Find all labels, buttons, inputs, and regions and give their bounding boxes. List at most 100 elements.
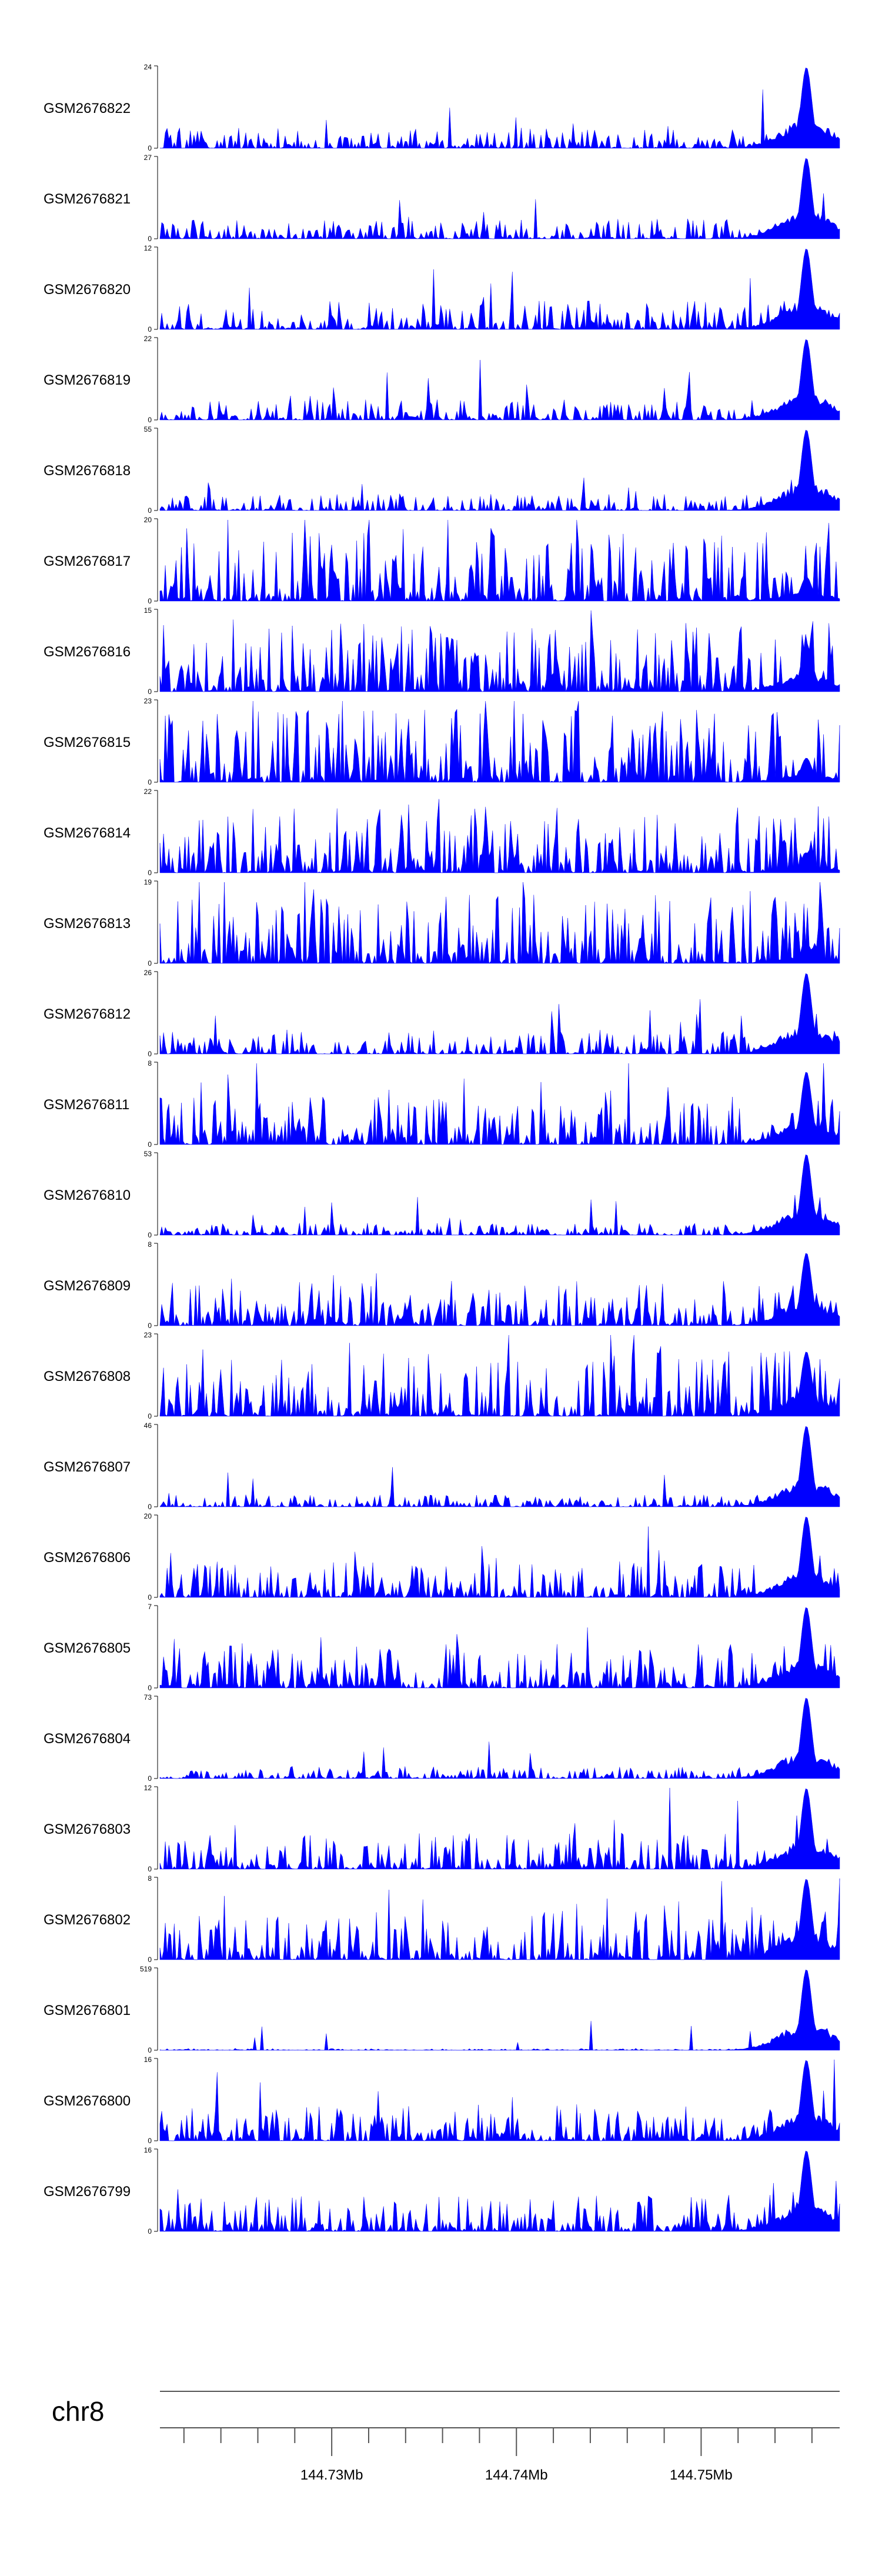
y-tick-label-max: 19 <box>144 878 152 886</box>
track-GSM2676809: GSM2676809 8 0 <box>44 1240 840 1330</box>
track-GSM2676817: GSM2676817 20 0 <box>44 516 840 605</box>
signal-area <box>159 1516 840 1598</box>
track-GSM2676801: GSM2676801 519 0 <box>44 1965 840 2054</box>
y-tick-label-min: 0 <box>148 1593 152 1601</box>
signal-area <box>159 973 840 1055</box>
signal-area <box>159 1878 840 1960</box>
track-label: GSM2676821 <box>44 191 131 207</box>
track-GSM2676821: GSM2676821 27 0 <box>44 154 840 243</box>
track-GSM2676804: GSM2676804 73 0 <box>44 1693 840 1783</box>
track-GSM2676812: GSM2676812 26 0 <box>44 969 840 1058</box>
signal-area <box>159 610 840 692</box>
y-tick-label-min: 0 <box>148 2046 152 2054</box>
signal-area <box>159 882 840 964</box>
track-GSM2676799: GSM2676799 16 0 <box>44 2146 840 2235</box>
y-tick-label-min: 0 <box>148 1684 152 1692</box>
y-tick-label-max: 20 <box>144 1512 152 1520</box>
track-label: GSM2676809 <box>44 1278 131 1294</box>
track-label: GSM2676820 <box>44 282 131 298</box>
y-tick-label-max: 8 <box>148 1874 152 1883</box>
signal-area <box>159 2059 840 2141</box>
y-tick-label-min: 0 <box>148 144 152 152</box>
y-tick-label-min: 0 <box>148 1865 152 1873</box>
track-GSM2676811: GSM2676811 8 0 <box>44 1059 840 1149</box>
signal-area <box>159 1969 840 2051</box>
signal-area <box>159 158 840 239</box>
y-tick-label-min: 0 <box>148 2137 152 2145</box>
y-tick-label-min: 0 <box>148 869 152 877</box>
track-label: GSM2676804 <box>44 1731 131 1747</box>
y-tick-label-min: 0 <box>148 506 152 515</box>
signal-area <box>159 1063 840 1145</box>
signal-area <box>159 519 840 602</box>
y-tick-label-max: 53 <box>144 1150 152 1158</box>
signal-area <box>159 429 840 511</box>
y-tick-label-max: 24 <box>144 63 152 71</box>
track-GSM2676800: GSM2676800 16 0 <box>44 2056 840 2145</box>
signal-area <box>159 1426 840 1507</box>
track-label: GSM2676822 <box>44 101 131 116</box>
y-tick-label-max: 22 <box>144 788 152 796</box>
signal-area <box>159 1334 840 1417</box>
track-label: GSM2676818 <box>44 463 131 479</box>
signal-area <box>159 1253 840 1326</box>
signal-area <box>159 248 840 330</box>
y-tick-label-min: 0 <box>148 1956 152 1964</box>
track-label: GSM2676816 <box>44 644 131 660</box>
track-label: GSM2676806 <box>44 1550 131 1566</box>
y-tick-label-min: 0 <box>148 2227 152 2235</box>
y-tick-label-max: 519 <box>140 1965 152 1973</box>
track-GSM2676819: GSM2676819 22 0 <box>44 335 840 424</box>
track-GSM2676818: GSM2676818 55 0 <box>44 425 840 515</box>
axis-tick-label: 144.74Mb <box>485 2467 548 2483</box>
y-tick-label-min: 0 <box>148 235 152 243</box>
signal-area <box>159 700 840 783</box>
y-tick-label-max: 7 <box>148 1603 152 1611</box>
track-GSM2676822: GSM2676822 24 0 <box>44 63 840 152</box>
y-tick-label-min: 0 <box>148 1322 152 1330</box>
y-tick-label-max: 15 <box>144 606 152 615</box>
signal-area <box>159 2150 840 2232</box>
y-tick-label-max: 22 <box>144 335 152 343</box>
track-GSM2676803: GSM2676803 12 0 <box>44 1784 840 1873</box>
signal-area <box>159 1787 840 1870</box>
y-tick-label-max: 46 <box>144 1422 152 1430</box>
track-label: GSM2676807 <box>44 1459 131 1475</box>
y-tick-label-max: 8 <box>148 1240 152 1249</box>
y-tick-label-min: 0 <box>148 1140 152 1149</box>
signal-area <box>159 1697 840 1779</box>
track-GSM2676816: GSM2676816 15 0 <box>44 606 840 696</box>
y-tick-label-min: 0 <box>148 416 152 424</box>
y-tick-label-max: 16 <box>144 2146 152 2154</box>
track-label: GSM2676801 <box>44 2003 131 2018</box>
signal-area <box>159 339 840 421</box>
track-GSM2676820: GSM2676820 12 0 <box>44 244 840 333</box>
axis-tick-label: 144.73Mb <box>300 2467 363 2483</box>
track-label: GSM2676808 <box>44 1369 131 1384</box>
track-label: GSM2676800 <box>44 2093 131 2109</box>
track-GSM2676805: GSM2676805 7 0 <box>44 1603 840 1692</box>
track-label: GSM2676803 <box>44 1821 131 1837</box>
y-tick-label-min: 0 <box>148 325 152 333</box>
y-tick-label-max: 16 <box>144 2056 152 2064</box>
y-tick-label-min: 0 <box>148 1050 152 1058</box>
y-tick-label-min: 0 <box>148 597 152 605</box>
track-label: GSM2676813 <box>44 916 131 932</box>
track-GSM2676813: GSM2676813 19 0 <box>44 878 840 967</box>
tracks-layer: GSM2676822240GSM2676821270GSM2676820120G… <box>44 63 840 2235</box>
y-tick-label-min: 0 <box>148 1231 152 1239</box>
y-tick-label-max: 23 <box>144 697 152 705</box>
track-label: GSM2676815 <box>44 735 131 750</box>
track-GSM2676807: GSM2676807 46 0 <box>44 1422 840 1511</box>
y-tick-label-min: 0 <box>148 1503 152 1511</box>
y-tick-label-min: 0 <box>148 959 152 967</box>
signal-area <box>159 1607 840 1689</box>
y-tick-label-min: 0 <box>148 778 152 786</box>
y-tick-label-max: 8 <box>148 1059 152 1067</box>
y-tick-label-max: 73 <box>144 1693 152 1701</box>
y-tick-label-min: 0 <box>148 1412 152 1420</box>
y-tick-label-max: 55 <box>144 425 152 433</box>
y-tick-label-max: 27 <box>144 154 152 162</box>
signal-area <box>159 1154 840 1236</box>
track-label: GSM2676802 <box>44 1912 131 1928</box>
